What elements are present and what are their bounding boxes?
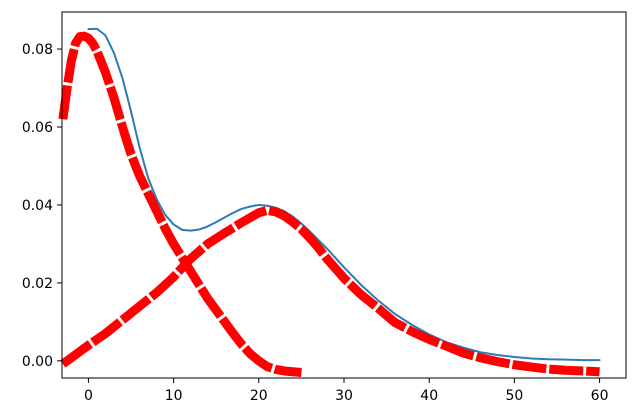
x-tick-label: 20 xyxy=(250,388,268,404)
x-axis: 0 10 20 30 40 50 60 xyxy=(84,378,609,404)
series-line-3 xyxy=(60,205,600,377)
y-tick-label: 0.08 xyxy=(22,42,53,58)
y-axis: 0.00 0.02 0.04 0.06 0.08 xyxy=(22,42,62,370)
x-tick-label: 0 xyxy=(84,388,93,404)
x-tick-label: 40 xyxy=(420,388,438,404)
y-tick-label: 0.04 xyxy=(22,198,53,214)
x-tick-label: 50 xyxy=(505,388,523,404)
x-tick-label: 60 xyxy=(591,388,609,404)
series-line-2 xyxy=(58,31,302,378)
y-tick-label: 0.06 xyxy=(22,120,53,136)
x-tick-label: 30 xyxy=(335,388,353,404)
x-tick-label: 10 xyxy=(165,388,183,404)
y-tick-label: 0.00 xyxy=(22,354,53,370)
series-layer xyxy=(58,27,601,378)
y-tick-label: 0.02 xyxy=(22,276,53,292)
